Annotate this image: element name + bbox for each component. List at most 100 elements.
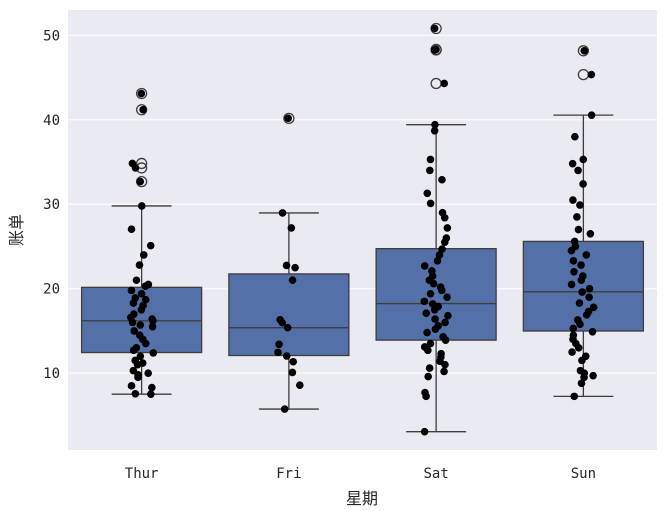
data-point [425, 364, 434, 372]
data-point [148, 383, 156, 392]
data-point [585, 284, 594, 293]
data-point [134, 373, 142, 382]
data-point [435, 251, 444, 259]
y-tick-label: 20 [43, 282, 60, 298]
data-point [585, 293, 593, 301]
data-point [444, 311, 452, 320]
data-point [137, 89, 146, 98]
data-point [278, 209, 287, 217]
data-point [575, 299, 584, 307]
data-point [438, 286, 446, 295]
data-point [149, 316, 157, 325]
data-point [426, 289, 435, 298]
data-point [574, 344, 583, 352]
data-point [586, 230, 595, 238]
data-point [438, 245, 446, 253]
data-point [422, 309, 431, 317]
data-point [426, 155, 435, 164]
data-point [130, 327, 138, 335]
y-tick-label: 30 [43, 197, 60, 213]
x-tick-label: Thur [125, 466, 159, 482]
data-point [441, 360, 449, 369]
data-point [135, 261, 144, 269]
data-point [587, 70, 596, 79]
box-Fri [228, 273, 350, 357]
data-point [136, 177, 145, 186]
data-point [282, 261, 291, 270]
data-point [137, 289, 146, 298]
data-point [577, 276, 586, 285]
x-tick-label: Sun [571, 466, 596, 482]
data-point [438, 175, 446, 184]
data-point [571, 132, 579, 141]
data-point [136, 352, 145, 361]
data-point [582, 311, 591, 319]
data-point [431, 120, 439, 129]
data-point [440, 213, 449, 222]
data-point [420, 262, 429, 270]
data-point [282, 352, 291, 360]
data-point [429, 279, 438, 288]
data-point [139, 105, 147, 114]
data-point [278, 318, 287, 327]
data-point [433, 257, 442, 265]
data-point [431, 325, 440, 334]
data-point [280, 405, 289, 413]
x-tick-label: Sat [423, 466, 448, 482]
data-point [441, 336, 450, 345]
data-point [139, 251, 148, 259]
data-point [420, 297, 429, 306]
data-point [589, 371, 597, 380]
data-point [131, 389, 140, 398]
data-point [426, 166, 434, 175]
data-point [443, 224, 452, 232]
data-point [275, 340, 283, 349]
y-tick-label: 40 [43, 113, 60, 129]
data-point [127, 225, 136, 233]
data-point [569, 324, 578, 333]
outlier-marker [283, 112, 295, 125]
data-point [136, 321, 145, 329]
data-point [577, 379, 586, 388]
data-point [579, 155, 588, 164]
data-point [132, 276, 141, 285]
data-point [423, 328, 431, 337]
data-point [573, 213, 581, 221]
data-point [578, 356, 586, 365]
data-point [274, 348, 282, 357]
data-point [129, 299, 138, 307]
data-point [424, 346, 432, 355]
data-point [128, 318, 137, 327]
data-point [283, 323, 292, 332]
data-point [578, 288, 587, 296]
data-point [291, 263, 299, 272]
data-point [284, 114, 292, 123]
data-point [144, 369, 152, 377]
data-point [574, 166, 582, 175]
data-point [440, 79, 449, 88]
data-point [443, 293, 451, 301]
data-point [424, 372, 432, 381]
data-point [430, 306, 439, 314]
data-point [288, 276, 297, 284]
data-point [576, 320, 584, 328]
data-point [141, 339, 150, 348]
data-point [127, 382, 136, 390]
data-point [141, 295, 150, 304]
data-point [441, 318, 449, 327]
data-point [577, 261, 585, 269]
data-point [430, 126, 439, 135]
data-point [430, 24, 439, 33]
outlier-marker [577, 45, 590, 57]
data-point [137, 306, 146, 314]
data-point [147, 390, 155, 398]
data-point [287, 224, 296, 232]
data-point [129, 346, 138, 355]
x-axis-label: 星期 [346, 489, 378, 508]
outlier-marker [135, 87, 148, 100]
data-point [149, 349, 158, 357]
data-point [127, 286, 136, 295]
data-point [422, 392, 430, 401]
data-point [295, 381, 304, 389]
data-point [580, 46, 589, 55]
